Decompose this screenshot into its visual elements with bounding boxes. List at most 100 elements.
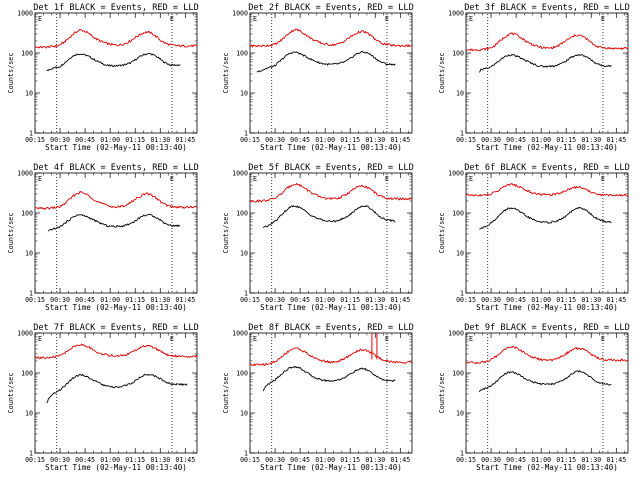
- events-series-line: [263, 205, 396, 229]
- y-tick-label: 1000: [448, 330, 464, 338]
- lld-series-line: [249, 28, 413, 48]
- e-marker-label: E: [170, 335, 174, 343]
- x-tick-label: 00:15: [240, 296, 260, 304]
- x-tick-label: 01:15: [125, 456, 145, 464]
- plot-frame: [465, 332, 629, 454]
- x-axis-label: Start Time (02-May-11 00:13:40): [45, 303, 187, 312]
- chart-panel-1: Det 1f BLACK = Events, RED = LLD 1 10 100 10…: [7, 3, 199, 152]
- chart-title: Det 8f BLACK = Events, RED = LLD: [248, 323, 414, 333]
- y-tick-label: 100: [21, 50, 33, 58]
- y-tick-label: 1: [29, 290, 33, 298]
- e-marker-label: E: [253, 15, 257, 23]
- chart-panel-7: Det 7f BLACK = Events, RED = LLD 1 10 100 10…: [7, 323, 199, 472]
- y-tick-label: 10: [456, 410, 464, 418]
- events-series-line: [478, 370, 612, 393]
- x-tick-label: 00:15: [240, 136, 260, 144]
- e-marker-label: E: [469, 175, 473, 183]
- x-tick-label: 01:00: [315, 296, 335, 304]
- e-marker-label: E: [38, 15, 42, 23]
- x-tick-label: 00:30: [50, 456, 70, 464]
- chart-panel-6: Det 6f BLACK = Events, RED = LLD 1 10 100 10…: [438, 163, 630, 312]
- x-tick-label: 01:45: [175, 136, 195, 144]
- x-tick-label: 00:15: [456, 136, 476, 144]
- chart-title: Det 5f BLACK = Events, RED = LLD: [248, 163, 414, 173]
- x-axis-label: Start Time (02-May-11 00:13:40): [476, 303, 618, 312]
- x-tick-label: 01:30: [365, 136, 385, 144]
- x-tick-label: 01:30: [581, 456, 601, 464]
- chart-title: Det 7f BLACK = Events, RED = LLD: [33, 323, 199, 333]
- x-tick-label: 01:30: [365, 296, 385, 304]
- plot-frame: [34, 172, 198, 294]
- x-axis-label: Start Time (02-May-11 00:13:40): [260, 303, 402, 312]
- y-tick-label: 1000: [232, 330, 248, 338]
- y-tick-label: 1000: [448, 170, 464, 178]
- x-tick-label: 01:45: [390, 296, 410, 304]
- events-series-line: [262, 365, 396, 392]
- x-tick-label: 00:30: [50, 136, 70, 144]
- chart-panel-4: Det 4f BLACK = Events, RED = LLD 1 10 100 10…: [7, 163, 199, 312]
- plot-frame: [465, 172, 629, 294]
- x-tick-label: 01:15: [340, 136, 360, 144]
- x-tick-label: 01:00: [100, 136, 120, 144]
- x-tick-label: 01:15: [556, 456, 576, 464]
- y-tick-label: 1: [244, 130, 248, 138]
- lld-series-line: [465, 32, 629, 52]
- plot-frame: [249, 12, 413, 134]
- events-series-line: [46, 52, 181, 72]
- chart-panel-9: Det 9f BLACK = Events, RED = LLD 1 10 100 10…: [438, 323, 630, 472]
- y-tick-label: 100: [236, 210, 248, 218]
- x-axis-label: Start Time (02-May-11 00:13:40): [260, 463, 402, 472]
- y-tick-label: 1000: [448, 10, 464, 18]
- y-tick-label: 1: [460, 130, 464, 138]
- y-tick-label: 100: [236, 370, 248, 378]
- chart-title: Det 9f BLACK = Events, RED = LLD: [464, 323, 630, 333]
- x-tick-label: 00:45: [506, 456, 526, 464]
- x-tick-label: 01:15: [340, 456, 360, 464]
- chart-title: Det 3f BLACK = Events, RED = LLD: [464, 3, 630, 13]
- x-tick-label: 00:45: [75, 296, 95, 304]
- x-tick-label: 00:30: [265, 136, 285, 144]
- y-tick-label: 10: [456, 250, 464, 258]
- y-tick-label: 1000: [232, 10, 248, 18]
- e-marker-label: E: [38, 175, 42, 183]
- e-marker-label: E: [469, 15, 473, 23]
- e-marker-label: E: [601, 15, 605, 23]
- x-tick-label: 01:15: [556, 296, 576, 304]
- x-tick-label: 01:45: [175, 296, 195, 304]
- y-axis-label: Counts/sec: [222, 213, 230, 254]
- y-tick-label: 1000: [17, 10, 33, 18]
- y-tick-label: 100: [21, 370, 33, 378]
- x-tick-label: 01:30: [581, 136, 601, 144]
- plot-frame: [34, 12, 198, 134]
- x-tick-label: 01:30: [150, 456, 170, 464]
- y-tick-label: 1: [460, 290, 464, 298]
- x-tick-label: 00:45: [290, 136, 310, 144]
- e-marker-label: E: [385, 175, 389, 183]
- x-tick-label: 00:15: [25, 136, 45, 144]
- e-marker-label: E: [38, 335, 42, 343]
- x-tick-label: 00:30: [265, 456, 285, 464]
- x-tick-label: 00:30: [265, 296, 285, 304]
- chart-panel-5: Det 5f BLACK = Events, RED = LLD 1 10 100 10…: [222, 163, 414, 312]
- y-tick-label: 10: [25, 90, 33, 98]
- x-tick-label: 01:15: [125, 296, 145, 304]
- x-tick-label: 00:45: [506, 296, 526, 304]
- y-tick-label: 1000: [17, 330, 33, 338]
- x-tick-label: 01:00: [531, 296, 551, 304]
- events-series-line: [478, 53, 612, 73]
- x-tick-label: 01:30: [150, 136, 170, 144]
- y-axis-label: Counts/sec: [438, 53, 446, 94]
- x-tick-label: 00:15: [456, 296, 476, 304]
- e-marker-label: E: [385, 15, 389, 23]
- y-axis-label: Counts/sec: [438, 373, 446, 414]
- chart-panel-3: Det 3f BLACK = Events, RED = LLD 1 10 100 10…: [438, 3, 630, 152]
- events-series-line: [479, 206, 612, 230]
- events-series-line: [256, 50, 396, 73]
- x-tick-label: 00:30: [50, 296, 70, 304]
- y-tick-label: 100: [236, 50, 248, 58]
- chart-title: Det 1f BLACK = Events, RED = LLD: [33, 3, 199, 13]
- chart-title: Det 2f BLACK = Events, RED = LLD: [248, 3, 414, 13]
- chart-title: Det 4f BLACK = Events, RED = LLD: [33, 163, 199, 173]
